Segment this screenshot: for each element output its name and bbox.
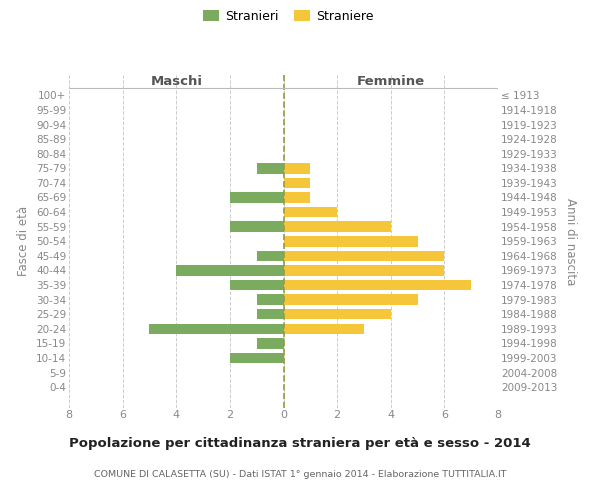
Bar: [284, 178, 310, 188]
Bar: [230, 192, 284, 202]
Bar: [284, 250, 445, 261]
Bar: [257, 309, 284, 320]
Bar: [284, 222, 391, 232]
Bar: [257, 163, 284, 173]
Bar: [284, 163, 310, 173]
Bar: [284, 192, 310, 202]
Bar: [230, 280, 284, 290]
Bar: [284, 294, 418, 305]
Text: COMUNE DI CALASETTA (SU) - Dati ISTAT 1° gennaio 2014 - Elaborazione TUTTITALIA.: COMUNE DI CALASETTA (SU) - Dati ISTAT 1°…: [94, 470, 506, 479]
Text: Maschi: Maschi: [150, 75, 202, 88]
Bar: [284, 280, 471, 290]
Bar: [284, 265, 445, 276]
Legend: Stranieri, Straniere: Stranieri, Straniere: [199, 6, 377, 26]
Bar: [257, 338, 284, 348]
Bar: [284, 324, 364, 334]
Bar: [230, 352, 284, 363]
Y-axis label: Fasce di età: Fasce di età: [17, 206, 31, 276]
Bar: [284, 207, 337, 218]
Bar: [230, 222, 284, 232]
Bar: [284, 236, 418, 246]
Bar: [176, 265, 284, 276]
Text: Popolazione per cittadinanza straniera per età e sesso - 2014: Popolazione per cittadinanza straniera p…: [69, 438, 531, 450]
Text: Femmine: Femmine: [356, 75, 425, 88]
Bar: [257, 250, 284, 261]
Bar: [284, 309, 391, 320]
Y-axis label: Anni di nascita: Anni di nascita: [565, 198, 577, 285]
Bar: [257, 294, 284, 305]
Bar: [149, 324, 284, 334]
